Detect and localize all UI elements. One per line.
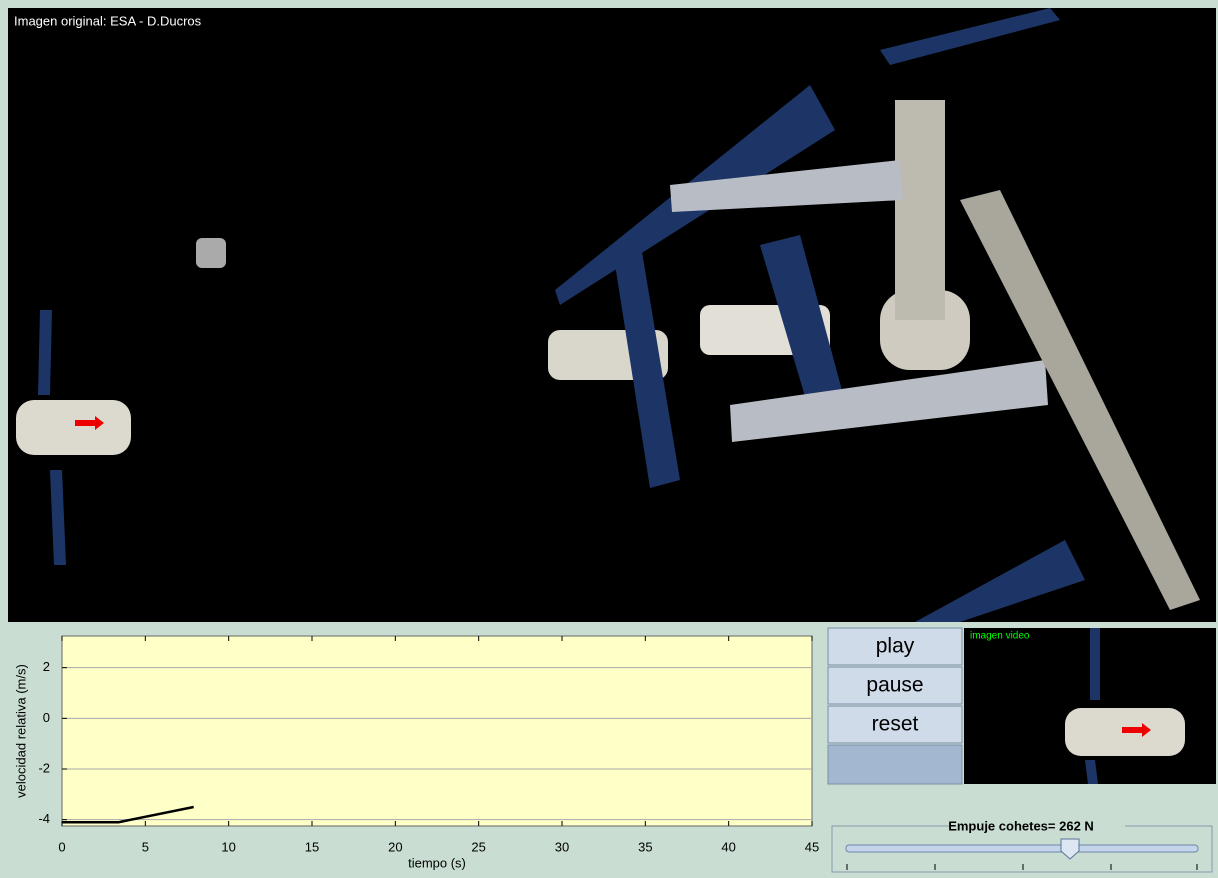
- reset-label[interactable]: reset: [872, 713, 919, 736]
- controls: play pause reset: [828, 628, 962, 784]
- x-tick-label: 5: [142, 839, 149, 854]
- x-tick-label: 25: [471, 839, 485, 854]
- slider-label: Empuje cohetes= 262 N: [948, 818, 1094, 833]
- x-tick-label: 10: [221, 839, 235, 854]
- video-label: imagen video: [970, 631, 1030, 642]
- plot-area: [62, 636, 812, 826]
- x-tick-label: 40: [721, 839, 735, 854]
- y-tick-label: 2: [43, 659, 50, 674]
- pause-label[interactable]: pause: [866, 674, 923, 697]
- x-tick-label: 35: [638, 839, 652, 854]
- x-tick-label: 20: [388, 839, 402, 854]
- app: Imagen original: ESA - D.Ducros -4-20205…: [0, 0, 1218, 878]
- x-tick-label: 15: [305, 839, 319, 854]
- y-axis-label: velocidad relativa (m/s): [13, 664, 28, 798]
- scene-caption: Imagen original: ESA - D.Ducros: [14, 13, 202, 28]
- page: Imagen original: ESA - D.Ducros -4-20205…: [0, 0, 1218, 878]
- play-label[interactable]: play: [876, 635, 915, 658]
- x-tick-label: 0: [58, 839, 65, 854]
- slider-track[interactable]: [846, 845, 1198, 852]
- x-tick-label: 30: [555, 839, 569, 854]
- y-tick-label: -2: [38, 760, 50, 775]
- blank-button[interactable]: [828, 745, 962, 784]
- x-tick-label: 45: [805, 839, 819, 854]
- y-tick-label: 0: [43, 710, 50, 725]
- y-tick-label: -4: [38, 811, 50, 826]
- x-axis-label: tiempo (s): [408, 855, 466, 870]
